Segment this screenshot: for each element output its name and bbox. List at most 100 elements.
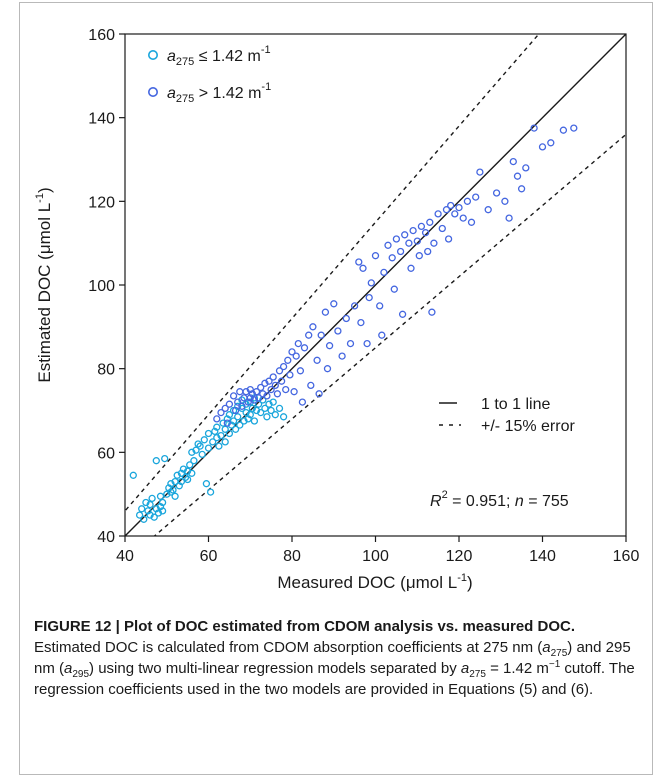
data-point-low-a275 xyxy=(129,471,137,479)
x-tick-label: 60 xyxy=(200,548,218,565)
data-point-low-a275 xyxy=(150,513,158,521)
y-tick-label: 40 xyxy=(97,529,115,546)
y-tick-label: 100 xyxy=(88,278,115,295)
data-point-high-a275 xyxy=(430,239,438,247)
data-point-low-a275 xyxy=(209,438,217,446)
axis-ticks: 40 60 80 100 120 140 160 40 60 80 100 120 140 160 xyxy=(88,27,639,565)
data-point-high-a275 xyxy=(334,327,342,335)
data-point-low-a275 xyxy=(246,398,254,406)
data-point-high-a275 xyxy=(405,239,413,247)
data-point-high-a275 xyxy=(225,400,234,408)
data-point-high-a275 xyxy=(223,419,231,427)
data-point-high-a275 xyxy=(248,390,256,398)
data-point-low-a275 xyxy=(161,454,169,463)
data-point-high-a275 xyxy=(559,126,568,134)
data-point-high-a275 xyxy=(401,231,409,239)
data-point-low-a275 xyxy=(279,413,288,421)
data-point-high-a275 xyxy=(359,264,367,272)
y-tick-label: 80 xyxy=(97,362,115,379)
data-point-low-a275 xyxy=(240,417,248,425)
legend-solid-label: 1 to 1 line xyxy=(481,396,550,413)
caption-text-5: cutoff. The regression coefficients used… xyxy=(34,660,635,698)
data-point-high-a275 xyxy=(213,415,221,423)
data-point-high-a275 xyxy=(273,390,282,398)
data-point-low-a275 xyxy=(221,438,229,446)
data-point-high-a275 xyxy=(472,193,480,201)
data-point-high-a275 xyxy=(229,392,238,400)
data-point-low-a275 xyxy=(271,411,279,419)
data-point-high-a275 xyxy=(300,344,309,352)
data-point-high-a275 xyxy=(330,300,338,308)
data-point-high-a275 xyxy=(236,388,244,396)
caption-sub-275: 275 xyxy=(550,648,568,659)
data-point-low-a275 xyxy=(169,486,177,494)
data-point-high-a275 xyxy=(570,124,578,132)
data-point-high-a275 xyxy=(492,189,501,197)
data-point-low-a275 xyxy=(146,500,154,509)
data-point-low-a275 xyxy=(269,398,277,406)
data-point-high-a275 xyxy=(275,367,284,375)
data-point-low-a275 xyxy=(171,492,179,500)
data-point-high-a275 xyxy=(246,385,254,394)
caption-text-1: Estimated DOC is calculated from CDOM ab… xyxy=(34,639,543,656)
data-point-low-a275 xyxy=(238,404,246,413)
data-point-low-a275 xyxy=(227,421,236,429)
data-point-high-a275 xyxy=(392,235,401,243)
data-point-high-a275 xyxy=(244,398,252,406)
data-point-high-a275 xyxy=(380,268,388,277)
data-point-high-a275 xyxy=(517,185,526,193)
data-point-low-a275 xyxy=(142,498,150,507)
x-tick-label: 80 xyxy=(283,548,301,565)
data-point-high-a275 xyxy=(271,381,279,390)
data-point-low-a275 xyxy=(196,442,204,450)
data-point-high-a275 xyxy=(415,252,423,260)
data-point-high-a275 xyxy=(246,394,254,402)
data-point-high-a275 xyxy=(409,226,417,235)
data-point-high-a275 xyxy=(476,168,484,176)
data-point-high-a275 xyxy=(305,331,313,339)
data-point-high-a275 xyxy=(384,241,392,249)
reference-lines xyxy=(125,34,626,536)
data-point-low-a275 xyxy=(177,477,186,486)
caption-text-2: ) and 295 nm ( xyxy=(34,639,631,677)
data-point-low-a275 xyxy=(152,505,160,513)
data-point-high-a275 xyxy=(421,229,430,237)
data-point-high-a275 xyxy=(426,218,434,226)
data-point-high-a275 xyxy=(467,218,476,226)
data-point-low-a275 xyxy=(188,469,196,477)
caption-a-symbol: a xyxy=(542,639,551,656)
data-point-low-a275 xyxy=(236,421,244,429)
legend-label-high: a275 > 1.42 m-1 xyxy=(167,81,271,105)
y-tick-label: 160 xyxy=(88,27,115,44)
data-point-low-a275 xyxy=(265,400,273,408)
data-point-high-a275 xyxy=(444,235,453,243)
data-point-high-a275 xyxy=(355,258,363,266)
data-point-high-a275 xyxy=(265,377,273,385)
data-point-low-a275 xyxy=(183,475,192,484)
x-tick-label: 160 xyxy=(613,548,640,565)
data-point-low-a275 xyxy=(213,434,221,442)
data-point-low-a275 xyxy=(188,448,196,456)
data-point-low-a275 xyxy=(177,469,186,477)
error-15pct-line xyxy=(153,133,626,536)
data-point-high-a275 xyxy=(396,247,405,256)
data-point-high-a275 xyxy=(447,201,455,210)
data-point-high-a275 xyxy=(350,302,359,310)
data-point-high-a275 xyxy=(323,365,332,373)
data-point-low-a275 xyxy=(167,480,175,488)
data-point-high-a275 xyxy=(294,339,302,348)
data-point-high-a275 xyxy=(484,206,492,214)
data-point-high-a275 xyxy=(325,342,334,350)
data-point-low-a275 xyxy=(248,404,256,413)
data-point-low-a275 xyxy=(175,482,183,490)
data-point-high-a275 xyxy=(346,339,355,348)
data-point-high-a275 xyxy=(279,362,288,371)
data-point-low-a275 xyxy=(217,431,225,440)
caption-title: FIGURE 12 | Plot of DOC estimated from C… xyxy=(34,618,575,635)
data-point-high-a275 xyxy=(315,390,323,398)
data-point-high-a275 xyxy=(284,356,292,364)
data-point-high-a275 xyxy=(309,323,317,331)
data-point-high-a275 xyxy=(231,406,240,415)
y-axis-label: Estimated DOC (μmol L-1) xyxy=(34,187,54,382)
data-point-high-a275 xyxy=(365,293,373,302)
